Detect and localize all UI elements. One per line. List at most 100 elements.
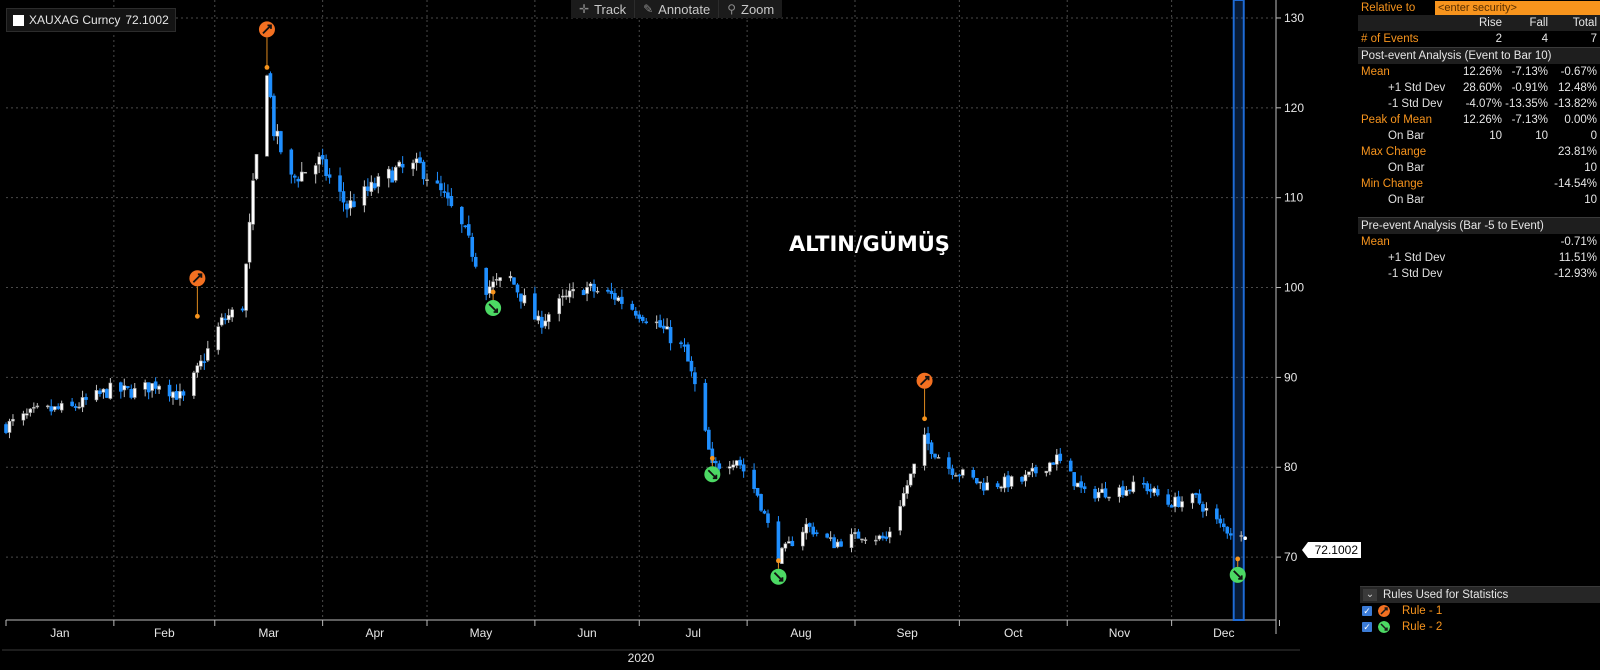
candle-down xyxy=(1006,475,1010,488)
candle-up xyxy=(192,372,196,396)
magnifier-icon: ⚲ xyxy=(727,2,736,16)
candle-up xyxy=(780,547,784,564)
candle-down xyxy=(714,460,718,464)
candle-up xyxy=(77,406,81,409)
price-chart[interactable]: 70 80 90 100 110 120 130 Jan Feb Mar Apr May Jun Jul A… xyxy=(0,0,1361,670)
candle-down xyxy=(762,510,767,514)
candle-up xyxy=(230,309,234,318)
security-legend[interactable]: XAUXAG Curncy 72.1002 xyxy=(6,8,176,32)
post-row-value xyxy=(1456,176,1502,192)
candle-down xyxy=(776,521,781,563)
candle-down xyxy=(1145,483,1150,492)
post-row-value: 12.48% xyxy=(1557,82,1597,94)
rule-1-row[interactable]: ✓ Rule - 1 xyxy=(1362,603,1442,619)
candle-up xyxy=(901,493,906,507)
candle-up xyxy=(936,457,941,459)
candle-down xyxy=(1148,489,1153,492)
pre-row-label: +1 Std Dev xyxy=(1388,252,1446,264)
candle-down xyxy=(825,533,829,538)
rule-1-checkbox[interactable]: ✓ xyxy=(1362,606,1372,616)
candle-up xyxy=(1048,462,1052,472)
collapse-chevron-icon[interactable]: ⌄ xyxy=(1363,589,1377,601)
candle-down xyxy=(1093,488,1097,499)
track-button[interactable]: ✛ Track xyxy=(571,0,636,18)
post-row-value: -7.13% xyxy=(1511,114,1548,126)
stats-column-header: Rise Fall Total xyxy=(1358,15,1600,31)
track-label: Track xyxy=(594,1,627,17)
candle-up xyxy=(195,365,200,373)
candle-up xyxy=(898,506,903,531)
candle-up xyxy=(32,407,36,409)
annotate-button[interactable]: ✎ Annotate xyxy=(635,0,720,18)
post-row-value: 10 xyxy=(1535,130,1548,142)
candle-down xyxy=(1058,453,1063,461)
candle-down xyxy=(125,386,130,388)
chart-svg[interactable]: 70 80 90 100 110 120 130 Jan Feb Mar Apr May Jun Jul A… xyxy=(0,0,1355,670)
pre-row-value xyxy=(1502,234,1548,250)
event-anchor-dot xyxy=(490,289,496,295)
pre-row-value: 11.51% xyxy=(1558,252,1597,264)
candle-down xyxy=(971,469,976,478)
event-anchor-dot xyxy=(922,416,927,422)
y-tick-label: 70 xyxy=(1284,550,1298,564)
candle-up xyxy=(835,541,840,548)
x-axis-year-label: 2020 xyxy=(628,651,655,665)
candle-down xyxy=(512,277,516,285)
x-tick-label: Dec xyxy=(1213,626,1234,640)
rules-header[interactable]: ⌄ Rules Used for Statistics xyxy=(1360,586,1600,603)
pre-row-value: -12.93% xyxy=(1554,268,1597,280)
post-row-label: Mean xyxy=(1361,66,1390,78)
post-row-value xyxy=(1456,144,1502,160)
candle-up xyxy=(853,532,857,535)
candle-up xyxy=(226,315,231,321)
post-row: Peak of Mean 12.26% -7.13% 0.00% xyxy=(1358,112,1600,128)
relative-to-input[interactable]: <enter security> xyxy=(1435,0,1600,15)
candle-up xyxy=(25,413,29,416)
candle-down xyxy=(272,95,276,137)
rule-2-row[interactable]: ✓ Rule - 2 xyxy=(1362,619,1442,635)
pre-row-value xyxy=(1456,250,1502,266)
candle-down xyxy=(1228,533,1233,536)
candle-down xyxy=(637,314,642,319)
candle-up xyxy=(1027,471,1031,476)
y-tick-label: 90 xyxy=(1284,370,1298,384)
candle-up xyxy=(219,317,224,326)
candle-down xyxy=(70,401,74,406)
candle-down xyxy=(1051,462,1056,465)
event-arrow-glyph xyxy=(262,24,272,35)
event-highlight-fill xyxy=(1234,0,1243,620)
x-tick-label: Jun xyxy=(577,626,596,640)
candle-down xyxy=(981,482,986,491)
candle-down xyxy=(146,382,151,393)
candle-down xyxy=(202,361,207,363)
candle-down xyxy=(766,513,770,523)
candle-down xyxy=(1225,526,1230,534)
candle-up xyxy=(251,180,255,225)
candle-down xyxy=(366,186,370,191)
candle-up xyxy=(1107,496,1111,499)
candle-up xyxy=(522,294,527,304)
candle-up xyxy=(1030,467,1035,472)
candle-up xyxy=(571,289,575,292)
event-arrow-glyph xyxy=(773,572,784,582)
pre-event-header: Pre-event Analysis (Bar -5 to Event) xyxy=(1358,217,1600,234)
post-row-label: Max Change xyxy=(1361,146,1427,158)
event-anchor-dot xyxy=(1235,556,1241,562)
candle-down xyxy=(390,170,395,183)
x-tick-label: Sep xyxy=(896,626,918,640)
candle-up xyxy=(132,388,137,398)
candle-down xyxy=(540,316,544,328)
zoom-button[interactable]: ⚲ Zoom xyxy=(719,0,782,18)
candle-down xyxy=(1218,518,1223,524)
candle-up xyxy=(411,162,415,170)
rule-2-checkbox[interactable]: ✓ xyxy=(1362,622,1372,632)
candle-up xyxy=(905,485,909,494)
post-row-label: Peak of Mean xyxy=(1361,114,1432,126)
candle-down xyxy=(856,531,861,539)
candle-up xyxy=(199,360,203,367)
pre-row-value xyxy=(1456,234,1502,250)
event-anchor-dot xyxy=(709,455,715,461)
candle-up xyxy=(804,523,809,534)
candle-down xyxy=(630,303,635,310)
candle-up xyxy=(397,161,401,167)
